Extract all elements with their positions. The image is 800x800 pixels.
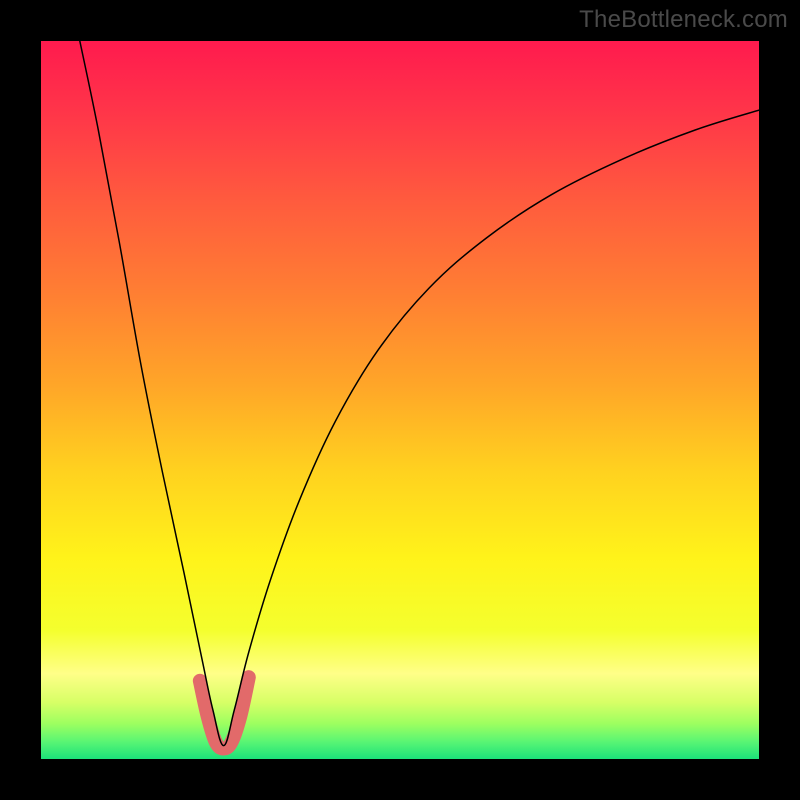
chart-container: TheBottleneck.com (0, 0, 800, 800)
chart-canvas (0, 0, 800, 800)
watermark-text: TheBottleneck.com (579, 6, 788, 34)
